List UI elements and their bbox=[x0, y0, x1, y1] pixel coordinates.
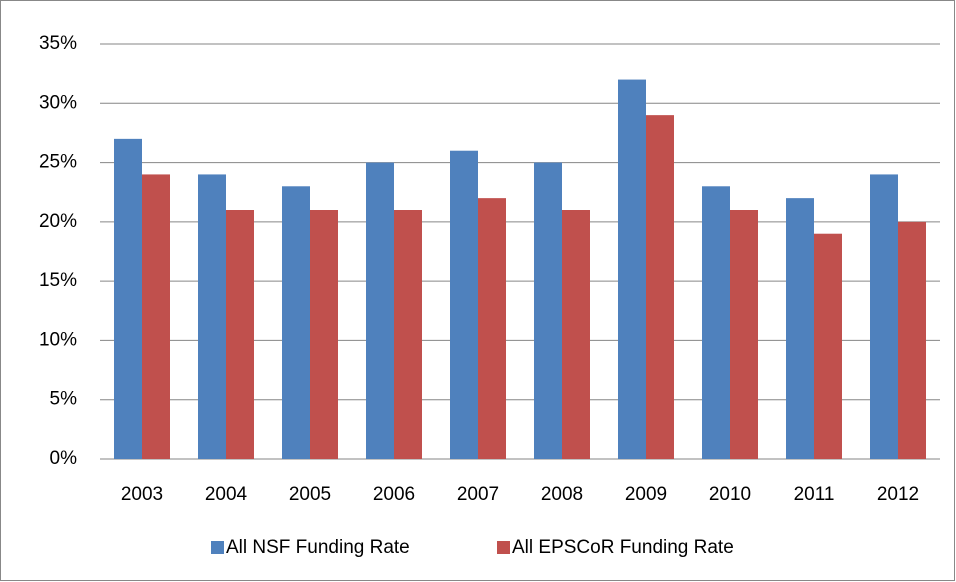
bar bbox=[786, 198, 814, 459]
y-tick-label: 15% bbox=[39, 270, 77, 291]
x-tick-label: 2007 bbox=[457, 484, 499, 505]
bar bbox=[198, 174, 226, 459]
bar bbox=[646, 115, 674, 460]
bar bbox=[870, 174, 898, 459]
x-tick-label: 2012 bbox=[877, 484, 919, 505]
bar bbox=[450, 150, 478, 459]
bar bbox=[618, 79, 646, 460]
x-tick-label: 2006 bbox=[373, 484, 415, 505]
x-tick-label: 2005 bbox=[289, 484, 331, 505]
legend-label: All EPSCoR Funding Rate bbox=[512, 537, 734, 558]
y-tick-label: 35% bbox=[39, 33, 77, 54]
bar bbox=[814, 233, 842, 459]
legend-swatch bbox=[497, 541, 510, 554]
bar bbox=[534, 162, 562, 460]
x-tick-label: 2011 bbox=[794, 484, 835, 505]
legend-label: All NSF Funding Rate bbox=[226, 537, 410, 558]
x-tick-label: 2003 bbox=[121, 484, 163, 505]
legend-swatch bbox=[211, 541, 224, 554]
bar bbox=[898, 221, 926, 459]
bar bbox=[142, 174, 170, 459]
y-tick-label: 30% bbox=[39, 92, 77, 113]
x-tick-label: 2009 bbox=[625, 484, 667, 505]
x-tick-label: 2010 bbox=[709, 484, 751, 505]
bar bbox=[394, 210, 422, 459]
y-tick-label: 25% bbox=[39, 152, 77, 173]
y-tick-label: 20% bbox=[39, 211, 77, 232]
y-tick-label: 0% bbox=[50, 448, 78, 469]
x-tick-label: 2008 bbox=[541, 484, 583, 505]
bar bbox=[310, 210, 338, 459]
bar bbox=[702, 186, 730, 460]
bar bbox=[562, 210, 590, 459]
bar bbox=[114, 138, 142, 459]
y-tick-label: 5% bbox=[50, 389, 78, 410]
bar bbox=[366, 162, 394, 460]
y-tick-label: 10% bbox=[39, 329, 77, 350]
x-tick-label: 2004 bbox=[205, 484, 248, 505]
bar bbox=[226, 210, 254, 459]
bar bbox=[282, 186, 310, 460]
bar bbox=[730, 210, 758, 459]
bar bbox=[478, 198, 506, 459]
